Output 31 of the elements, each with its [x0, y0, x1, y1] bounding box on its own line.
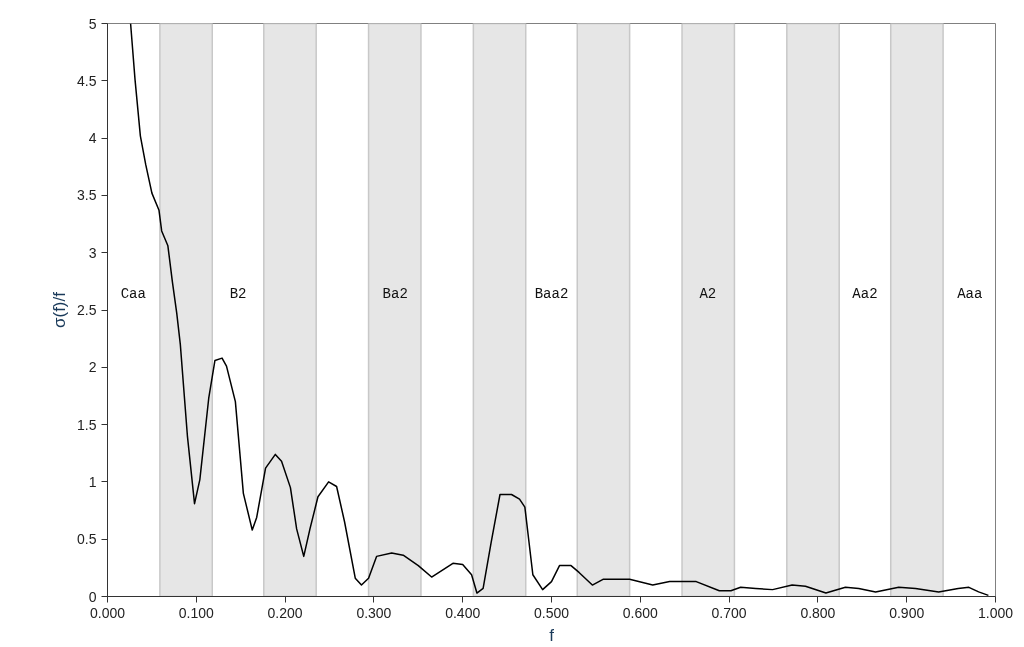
x-tick-label: 0.200: [267, 604, 303, 621]
y-tick-label: 3.5: [77, 187, 97, 204]
x-tick-label: 0.600: [622, 604, 659, 621]
x-axis-title: f: [549, 625, 555, 645]
y-tick-label: 4.5: [77, 72, 97, 89]
y-tick-label: 1.5: [77, 416, 97, 433]
annotation: B2: [229, 285, 247, 302]
y-tick-label: 0: [88, 588, 97, 605]
x-tick-label: 0.100: [178, 604, 215, 621]
x-tick-label: 0.700: [711, 604, 747, 621]
x-tick-label: 0.800: [800, 604, 836, 621]
y-tick-label: 0.5: [77, 531, 97, 548]
annotation: Aa2: [852, 285, 878, 302]
y-tick-label: 3: [88, 244, 97, 261]
x-tick-label: 0.900: [889, 604, 925, 621]
y-tick-label: 1: [88, 473, 97, 490]
x-tick-label: 0.000: [89, 604, 126, 621]
annotation: Baa2: [534, 285, 569, 302]
x-tick-label: 1.000: [977, 604, 1014, 621]
x-tick-label: 0.500: [533, 604, 570, 621]
annotation: Ba2: [382, 285, 408, 302]
y-tick-label: 2.5: [77, 302, 97, 318]
annotation: A2: [699, 285, 717, 302]
x-tick-label: 0.300: [356, 604, 392, 621]
y-tick-label: 2: [88, 359, 97, 376]
y-axis-title: σ(f)/f: [50, 291, 70, 328]
y-tick-label: 5: [88, 15, 97, 32]
annotation: Caa: [120, 285, 146, 302]
annotation: Aaa: [957, 285, 983, 302]
y-tick-label: 4: [88, 130, 97, 147]
x-tick-label: 0.400: [445, 604, 481, 621]
